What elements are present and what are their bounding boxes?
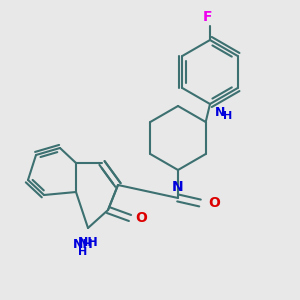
Text: O: O (208, 196, 220, 210)
Text: NH: NH (78, 236, 98, 249)
Text: H: H (223, 111, 232, 121)
Text: N: N (172, 180, 184, 194)
Text: H: H (78, 247, 88, 257)
Text: F: F (202, 10, 212, 24)
Text: O: O (135, 211, 147, 225)
Text: N: N (215, 106, 225, 119)
Text: NH: NH (73, 238, 93, 251)
